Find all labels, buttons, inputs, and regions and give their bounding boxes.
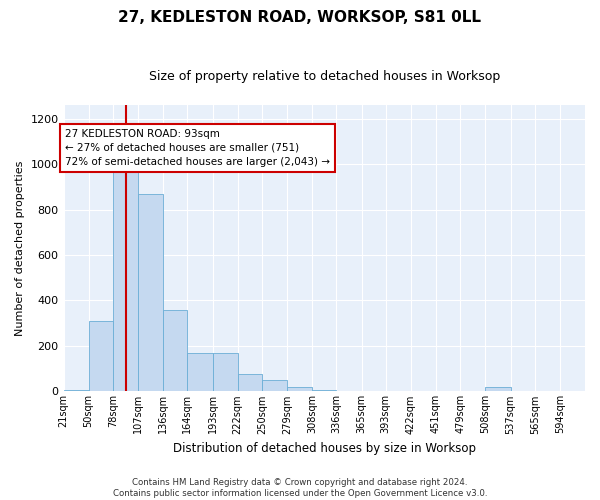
Text: Contains HM Land Registry data © Crown copyright and database right 2024.
Contai: Contains HM Land Registry data © Crown c…: [113, 478, 487, 498]
X-axis label: Distribution of detached houses by size in Worksop: Distribution of detached houses by size …: [173, 442, 476, 455]
Bar: [238, 374, 262, 392]
Bar: [287, 387, 312, 392]
Y-axis label: Number of detached properties: Number of detached properties: [15, 160, 25, 336]
Bar: [212, 352, 238, 392]
Bar: [485, 387, 511, 392]
Bar: [64, 390, 89, 392]
Bar: [187, 352, 212, 392]
Text: 27 KEDLESTON ROAD: 93sqm
← 27% of detached houses are smaller (751)
72% of semi-: 27 KEDLESTON ROAD: 93sqm ← 27% of detach…: [65, 129, 330, 167]
Bar: [312, 390, 337, 392]
Text: 27, KEDLESTON ROAD, WORKSOP, S81 0LL: 27, KEDLESTON ROAD, WORKSOP, S81 0LL: [119, 10, 482, 25]
Bar: [262, 380, 287, 392]
Bar: [89, 321, 113, 392]
Bar: [138, 194, 163, 392]
Bar: [163, 310, 187, 392]
Bar: [113, 168, 138, 392]
Title: Size of property relative to detached houses in Worksop: Size of property relative to detached ho…: [149, 70, 500, 83]
